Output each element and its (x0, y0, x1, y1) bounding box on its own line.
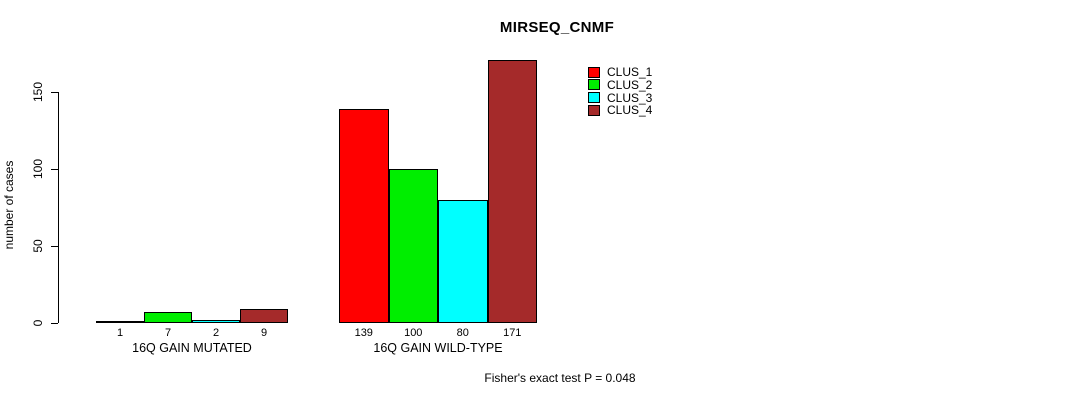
bar-value-label: 139 (354, 327, 373, 339)
category-label: 16Q GAIN MUTATED (132, 341, 252, 355)
y-axis-tick (51, 323, 58, 324)
y-axis-tick-label: 100 (31, 158, 45, 180)
legend-swatch-icon (588, 92, 600, 104)
y-axis-tick (51, 246, 58, 247)
legend-swatch-icon (588, 79, 600, 91)
y-axis-tick-label: 150 (31, 81, 45, 103)
bar-value-label: 171 (503, 327, 522, 339)
legend-label: CLUS_3 (607, 90, 653, 105)
bar-clus_2-group2 (388, 169, 438, 323)
bar-value-label: 1 (116, 327, 124, 339)
legend-item-clus_3: CLUS_3 (588, 91, 652, 105)
chart-title: MIRSEQ_CNMF (499, 19, 615, 36)
bar-clus_4-group1 (240, 309, 288, 323)
bar-value-label: 2 (212, 327, 220, 339)
y-axis-tick-label: 50 (31, 239, 45, 253)
legend-item-clus_2: CLUS_2 (588, 78, 652, 92)
stat-annotation: Fisher's exact test P = 0.048 (484, 371, 636, 385)
legend-label: CLUS_2 (607, 77, 653, 92)
bar-value-label: 80 (456, 327, 469, 339)
bar-clus_1-group2 (339, 108, 389, 323)
bar-value-label: 7 (164, 327, 172, 339)
legend-label: CLUS_1 (607, 65, 653, 79)
y-axis-tick (51, 169, 58, 170)
bar-value-label: 9 (260, 327, 268, 339)
bar-clus_2-group1 (144, 312, 192, 323)
bar-clus_4-group2 (487, 59, 537, 323)
bar-clus_1-group1 (96, 321, 144, 324)
legend-label: CLUS_4 (607, 103, 653, 118)
category-label: 16Q GAIN WILD-TYPE (373, 341, 503, 355)
legend-item-clus_4: CLUS_4 (588, 103, 652, 117)
y-axis-tick (51, 92, 58, 93)
bar-clus_3-group2 (438, 199, 488, 323)
legend-item-clus_1: CLUS_1 (588, 65, 652, 79)
bar-clus_3-group1 (192, 319, 240, 323)
bar-value-label: 100 (404, 327, 423, 339)
legend-swatch-icon (588, 66, 600, 78)
y-axis-tick-label: 0 (31, 319, 45, 327)
y-axis-label: number of cases (2, 160, 16, 250)
legend-swatch-icon (588, 104, 600, 116)
y-axis-line (58, 92, 59, 323)
